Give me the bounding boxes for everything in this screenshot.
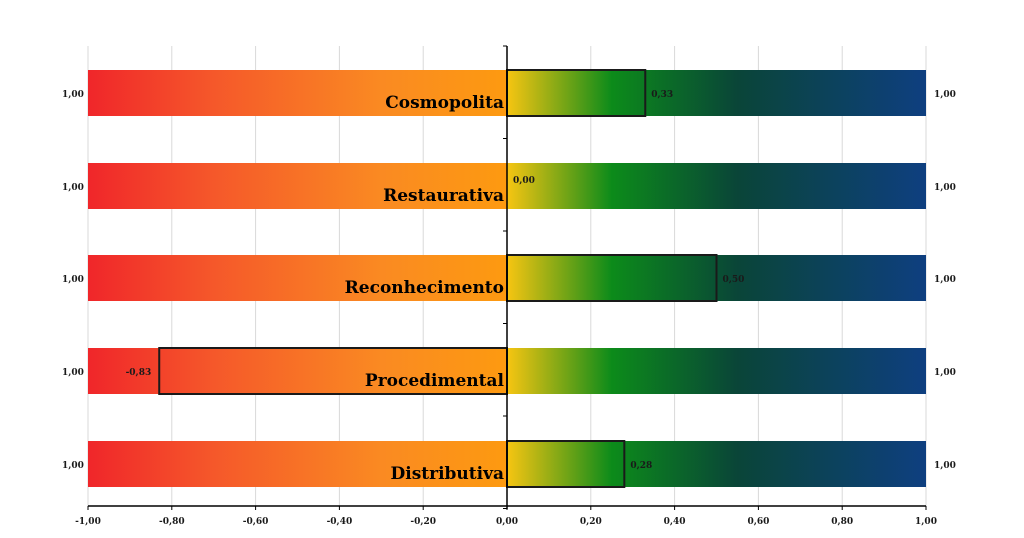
band-negative [88, 441, 507, 487]
right-end-label: 1,00 [934, 183, 956, 193]
x-tick-label: 0,60 [747, 517, 769, 527]
x-tick-label: 0,40 [664, 517, 686, 527]
data-label: -0,83 [126, 368, 152, 378]
data-label: 0,50 [723, 275, 745, 285]
band-positive [507, 70, 926, 116]
x-tick-label: -0,80 [159, 517, 185, 527]
left-end-label: 1,00 [62, 461, 84, 471]
data-label: 0,00 [513, 176, 535, 186]
x-tick-label: 0,00 [496, 517, 518, 527]
category-label: Procedimental [365, 371, 505, 391]
band-negative [88, 255, 507, 301]
x-tick-label: -0,60 [243, 517, 269, 527]
right-end-label: 1,00 [934, 368, 956, 378]
right-end-label: 1,00 [934, 275, 956, 285]
x-tick-label: -0,20 [410, 517, 436, 527]
left-end-label: 1,00 [62, 90, 84, 100]
x-tick-label: 0,80 [831, 517, 853, 527]
data-label: 0,28 [630, 461, 652, 471]
labels: -1,00 -0,80 -0,60 -0,40 -0,20 0,00 0,20 0,40 0,6… [62, 90, 956, 527]
band-positive [507, 163, 926, 209]
band-negative [88, 70, 507, 116]
band-positive [507, 441, 926, 487]
band-positive [507, 348, 926, 394]
category-label: Distributiva [391, 464, 505, 484]
band-negative [88, 348, 507, 394]
left-end-label: 1,00 [62, 183, 84, 193]
x-tick-label: 1,00 [915, 517, 937, 527]
x-tick-label: -0,40 [327, 517, 353, 527]
x-tick-label: -1,00 [75, 517, 101, 527]
left-end-label: 1,00 [62, 368, 84, 378]
category-label: Reconhecimento [345, 278, 504, 298]
band-negative [88, 163, 507, 209]
right-end-label: 1,00 [934, 90, 956, 100]
x-tick-label: 0,20 [580, 517, 602, 527]
category-bands [88, 70, 926, 487]
right-end-label: 1,00 [934, 461, 956, 471]
data-label: 0,33 [651, 90, 673, 100]
axes [87, 45, 927, 510]
left-end-label: 1,00 [62, 275, 84, 285]
category-label: Cosmopolita [385, 93, 504, 113]
category-label: Restaurativa [383, 186, 504, 206]
